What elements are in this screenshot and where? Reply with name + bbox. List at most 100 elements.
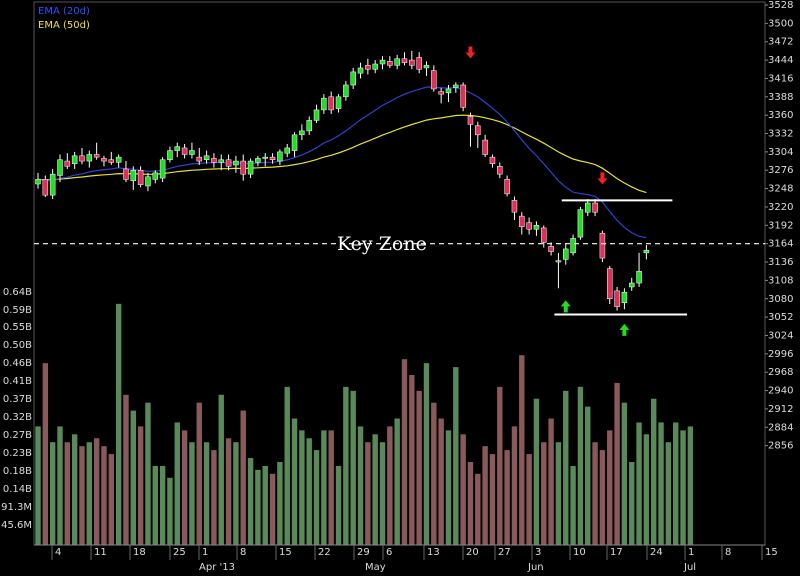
price-tick-label: 2856: [768, 441, 793, 452]
price-tick-label: 3080: [768, 294, 793, 305]
volume-bar: [555, 442, 562, 545]
volume-bar: [123, 394, 129, 545]
day-tick-label: 18: [133, 547, 146, 558]
volume-bar: [511, 426, 518, 545]
volume-tick-label: 0.27B: [3, 430, 32, 441]
price-tick-label: 2940: [768, 386, 793, 397]
volume-bar: [321, 430, 327, 545]
volume-bar: [145, 402, 151, 545]
candle-body: [181, 147, 188, 155]
day-tick-label: 1: [202, 547, 208, 558]
volume-bar: [673, 422, 679, 545]
candle-body: [101, 158, 107, 162]
key-zone-label: Key Zone: [337, 233, 427, 255]
volume-tick-label: 0.32B: [3, 412, 32, 423]
volume-bar: [409, 375, 415, 545]
down-arrow-icon: [597, 172, 608, 185]
volume-bar: [394, 418, 400, 545]
volume-bars: [35, 303, 694, 545]
volume-bar: [86, 442, 93, 545]
volume-bar: [577, 386, 584, 545]
price-tick-label: 3332: [768, 129, 793, 140]
candle-body: [570, 238, 576, 254]
price-tick-label: 3248: [768, 184, 793, 195]
candle-body: [269, 156, 276, 160]
volume-bar: [343, 386, 349, 545]
price-tick-label: 3304: [768, 147, 793, 158]
candle-body: [643, 249, 650, 254]
volume-bar: [401, 359, 408, 545]
volume-bar: [497, 386, 503, 545]
volume-bar: [203, 442, 210, 545]
candle-body: [357, 67, 364, 74]
candle-body: [489, 156, 496, 164]
candle-body: [145, 176, 151, 187]
candle-body: [189, 150, 195, 155]
candle-body: [64, 160, 71, 167]
volume-bar: [189, 442, 195, 545]
candle-body: [306, 120, 312, 132]
day-tick-label: 25: [173, 547, 186, 558]
price-axis: 3528 3500 3472 3444 3416 3388 3360 3332 3304 3276…: [765, 0, 793, 452]
candle-body: [504, 179, 510, 195]
volume-bar: [489, 454, 496, 545]
volume-bar: [379, 442, 386, 545]
day-tick-label: 1: [688, 547, 694, 558]
price-tick-label: 3024: [768, 330, 793, 341]
candle-body: [321, 97, 327, 111]
candle-body: [35, 179, 41, 185]
candle-body: [475, 125, 481, 136]
up-arrow-icon: [619, 323, 630, 336]
volume-bar: [548, 418, 554, 545]
candle-body: [533, 225, 540, 230]
candle-body: [416, 57, 422, 70]
volume-bar: [431, 402, 437, 545]
legend: EMA (20d) EMA (50d): [38, 6, 90, 31]
volume-bar: [196, 402, 202, 545]
volume-bar: [585, 406, 591, 545]
candle-body: [482, 139, 488, 155]
candle-body: [401, 58, 408, 63]
day-tick-label: 3: [535, 547, 541, 558]
candle-body: [387, 61, 393, 66]
volume-bar: [218, 394, 224, 545]
price-tick-label: 3108: [768, 275, 793, 286]
candle-body: [438, 91, 444, 95]
price-tick-label: 3220: [768, 202, 793, 213]
candle-body: [394, 58, 400, 66]
candle-body: [592, 202, 598, 213]
volume-bar: [291, 418, 298, 545]
price-tick-label: 2968: [768, 367, 793, 378]
candle-body: [423, 65, 430, 69]
candle-body: [218, 159, 224, 163]
volume-bar: [665, 442, 672, 545]
volume-bar: [152, 465, 158, 545]
volume-bar: [101, 446, 107, 545]
price-tick-label: 3528: [768, 0, 793, 11]
volume-bar: [365, 442, 371, 545]
price-tick-label: 3472: [768, 37, 793, 48]
volume-tick-label: 0.55B: [3, 322, 32, 333]
volume-bar: [167, 477, 173, 545]
day-tick-label: 20: [466, 547, 479, 558]
volume-bar: [614, 382, 620, 545]
price-tick-label: 2884: [768, 422, 793, 433]
volume-bar: [284, 386, 290, 545]
volume-bar: [181, 430, 188, 545]
volume-bar: [467, 461, 474, 545]
volume-bar: [680, 430, 686, 545]
volume-tick-label: 0.50B: [3, 340, 32, 351]
candle-body: [350, 71, 356, 86]
candle-body: [453, 84, 459, 88]
volume-bar: [299, 430, 305, 545]
candle-body: [115, 156, 122, 163]
price-tick-label: 3276: [768, 165, 793, 176]
volume-bar: [636, 422, 642, 545]
price-tick-label: 2996: [768, 349, 793, 360]
volume-bar: [541, 442, 547, 545]
day-tick-label: 29: [357, 547, 370, 558]
candle-body: [628, 282, 635, 288]
volume-bar: [255, 469, 261, 545]
candle-body: [240, 160, 246, 175]
